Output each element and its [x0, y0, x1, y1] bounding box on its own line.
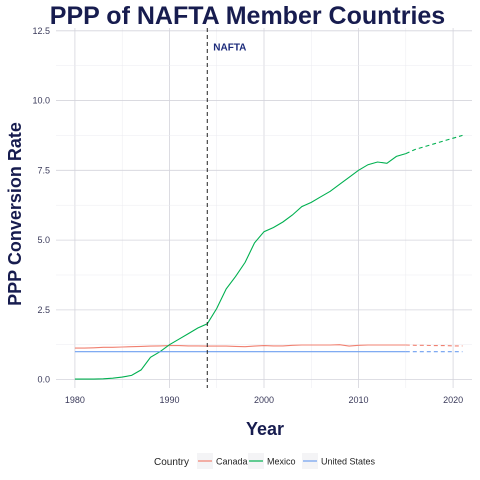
series-lines [74, 134, 463, 380]
axis-ticks: 1980 1990 2000 2010 2020 0.0 2.5 5.0 7.5 10.0 12.5 [32, 26, 463, 405]
legend-label: United States [321, 457, 376, 467]
x-tick-label: 2020 [443, 395, 463, 405]
legend-title: Country [154, 457, 189, 468]
nafta-annotation: NAFTA [206, 28, 246, 388]
x-tick-label: 1990 [159, 395, 179, 405]
legend-label: Canada [216, 457, 248, 467]
chart-title: PPP of NAFTA Member Countries [49, 2, 446, 30]
nafta-label: NAFTA [213, 43, 246, 54]
y-tick-label: 2.5 [37, 305, 50, 315]
forecast-line-canada [405, 344, 463, 347]
y-tick-label: 10.0 [32, 96, 50, 106]
series-line-mexico [74, 153, 406, 380]
x-tick-label: 1980 [65, 395, 85, 405]
x-tick-label: 2010 [349, 395, 369, 405]
legend-label: Mexico [267, 457, 296, 467]
y-tick-label: 12.5 [32, 26, 50, 36]
x-tick-label: 2000 [254, 395, 274, 405]
legend: Country Canada Mexico United States [154, 453, 376, 469]
y-tick-label: 5.0 [37, 235, 50, 245]
grid-lines [56, 28, 472, 388]
y-tick-label: 0.0 [37, 375, 50, 385]
y-axis-title: PPP Conversion Rate [5, 122, 25, 306]
series-line-canada [74, 344, 406, 349]
x-axis-title: Year [246, 419, 284, 439]
forecast-line-mexico [405, 134, 463, 155]
y-tick-label: 7.5 [37, 165, 50, 175]
